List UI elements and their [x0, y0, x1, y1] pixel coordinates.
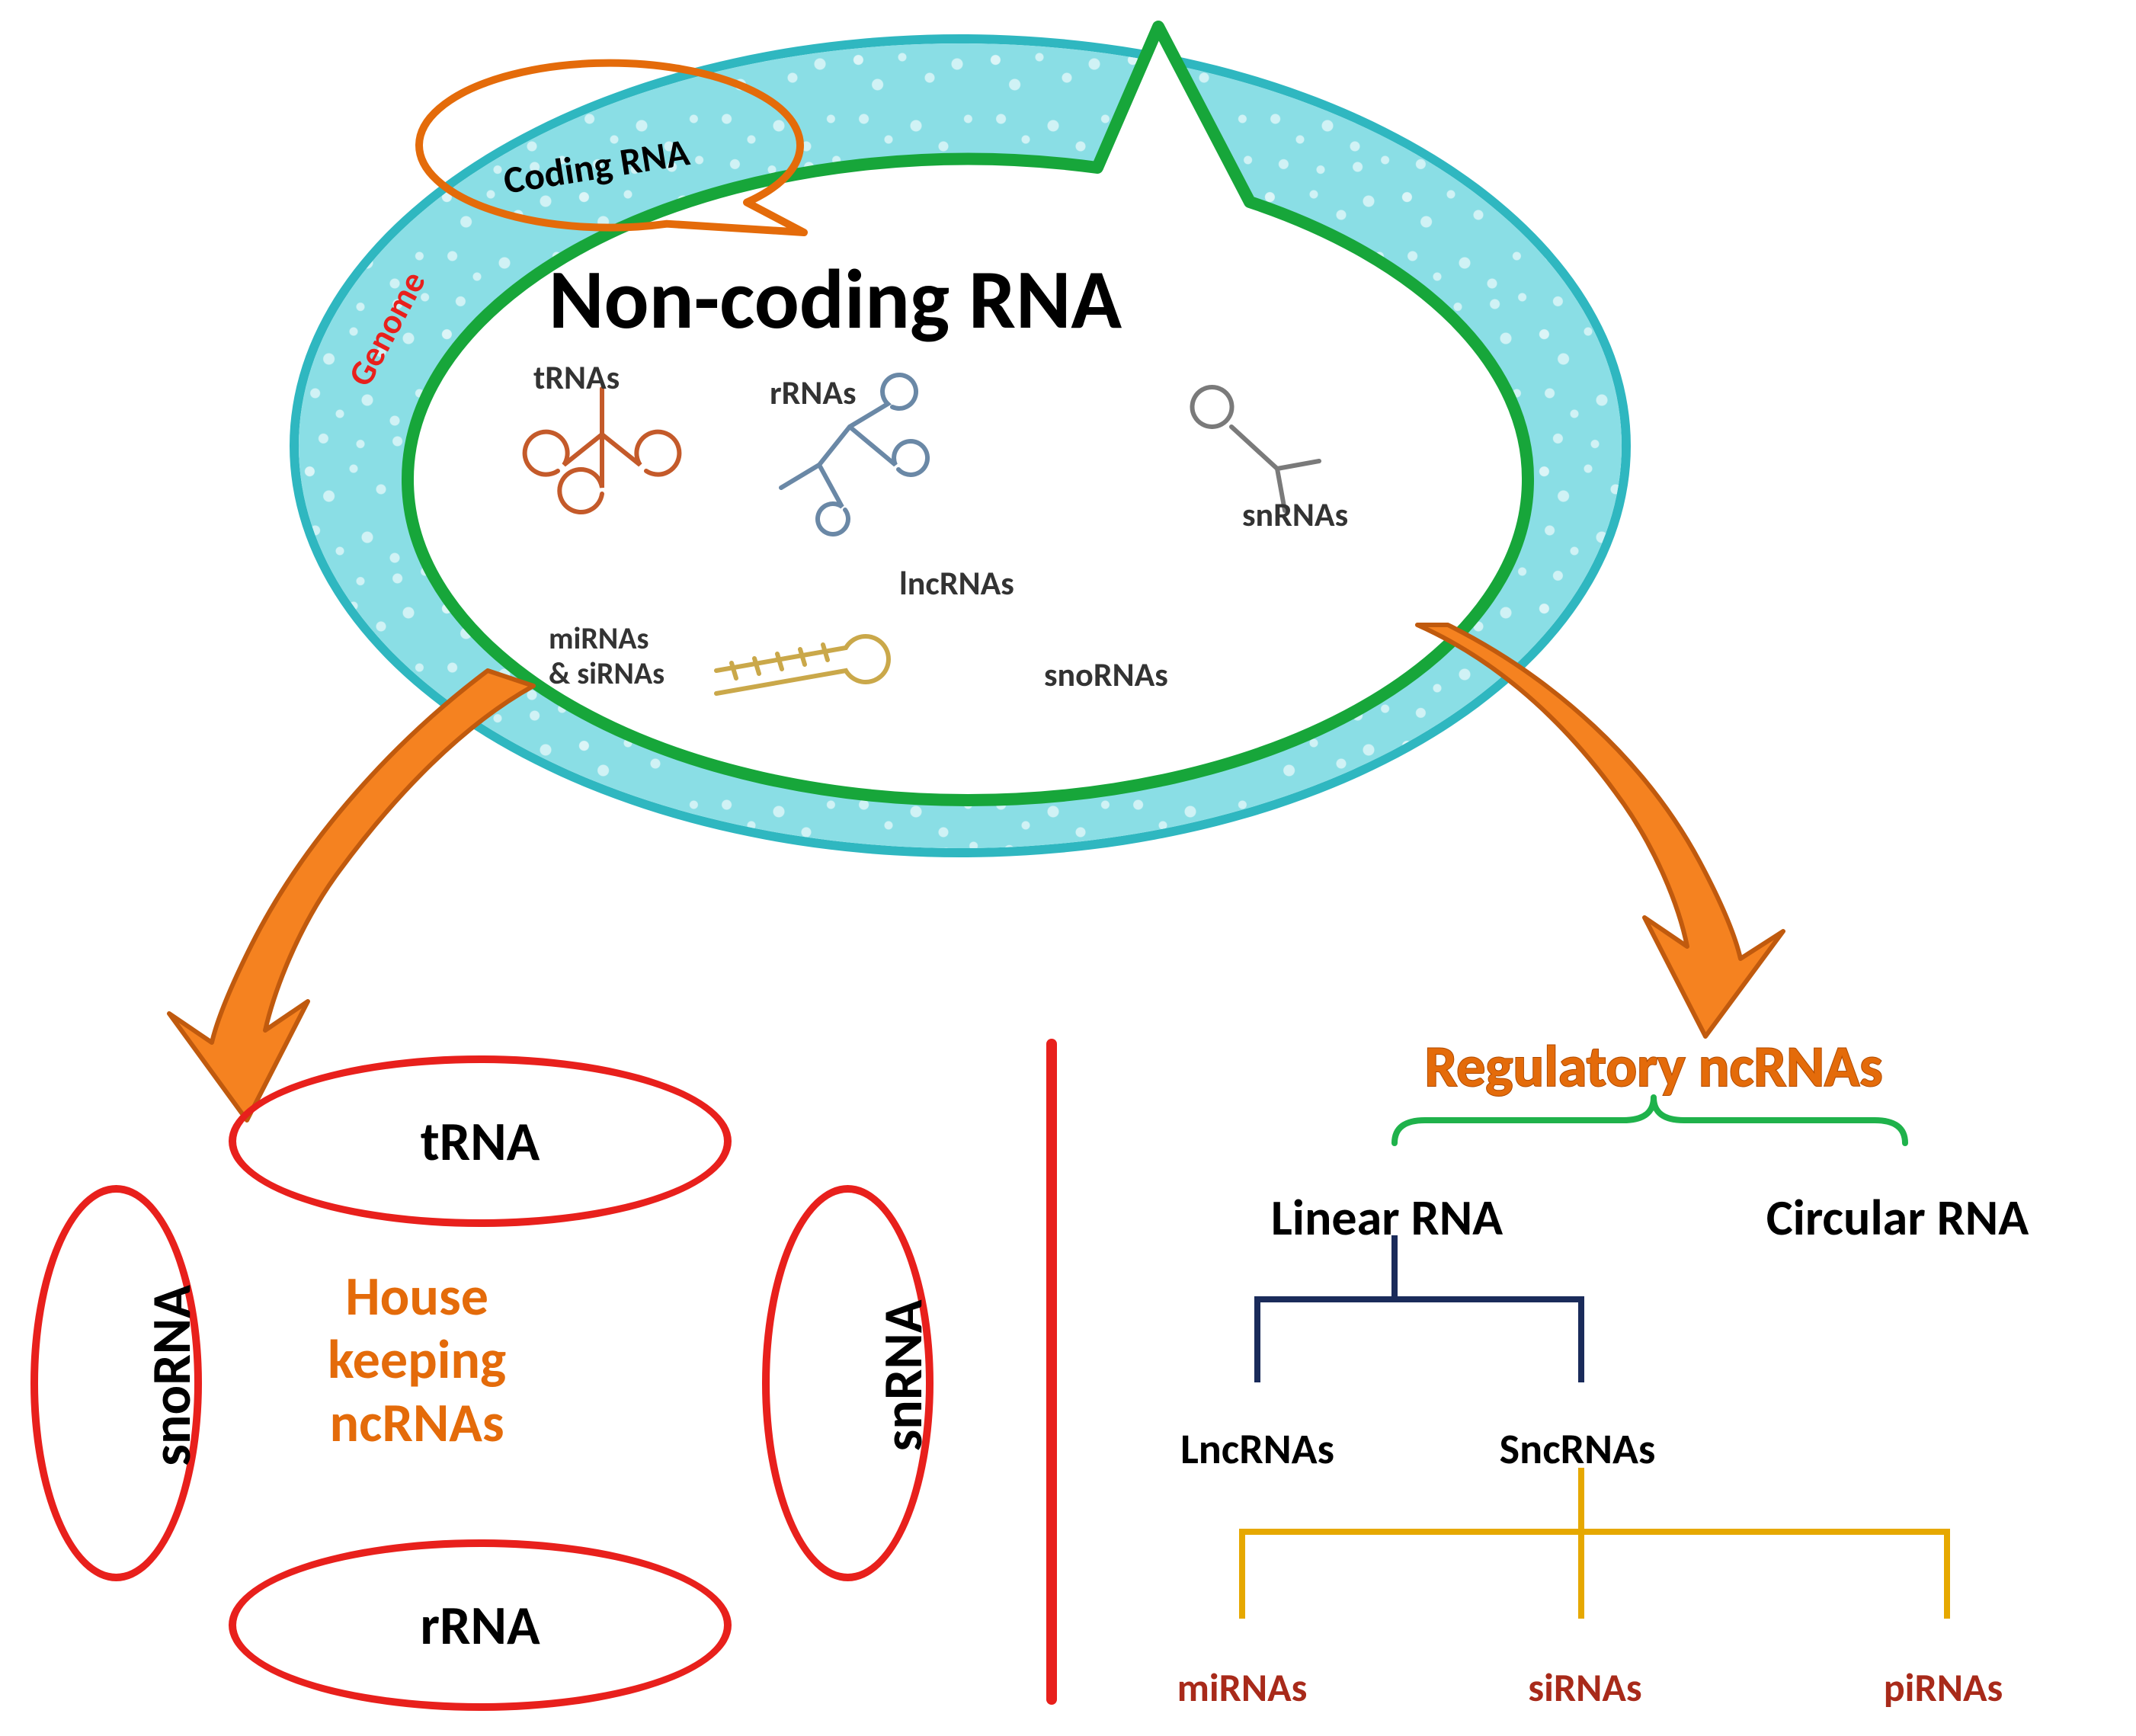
node-snc: SncRNAs	[1500, 1425, 1656, 1474]
node-circular: Circular RNA	[1766, 1189, 2029, 1247]
regulatory-title: Regulatory ncRNAs	[1424, 1034, 1882, 1100]
housekeeping-label-snoRNA: snoRNA	[138, 1200, 205, 1551]
bracket-navy	[1257, 1238, 1581, 1379]
node-mi: miRNAs	[1177, 1665, 1308, 1711]
mirna-sirna-label: miRNAs & siRNAs	[549, 621, 664, 691]
housekeeping-title: House keeping ncRNAs	[328, 1265, 506, 1454]
housekeeping-label-tRNA: tRNA	[229, 1108, 732, 1175]
node-pi: piRNAs	[1884, 1665, 2003, 1711]
rrna-label: rRNAs	[770, 373, 857, 412]
bracket-green	[1395, 1097, 1905, 1143]
right-arrow	[1417, 625, 1783, 1036]
snrna-label: snRNAs	[1242, 495, 1348, 534]
node-lnc: LncRNAs	[1180, 1425, 1334, 1474]
lncrna-label: lncRNAs	[899, 564, 1014, 603]
left-arrow	[169, 671, 533, 1120]
housekeeping-label-rRNA: rRNA	[229, 1592, 732, 1659]
bracket-gold	[1242, 1471, 1947, 1616]
snorna-label: snoRNAs	[1044, 655, 1168, 694]
noncoding-rna-title: Non-coding RNA	[549, 251, 1122, 348]
trna-label: tRNAs	[533, 358, 620, 397]
node-si: siRNAs	[1528, 1665, 1641, 1711]
node-linear: Linear RNA	[1271, 1189, 1503, 1247]
housekeeping-label-snRNA: snRNA	[869, 1200, 937, 1551]
